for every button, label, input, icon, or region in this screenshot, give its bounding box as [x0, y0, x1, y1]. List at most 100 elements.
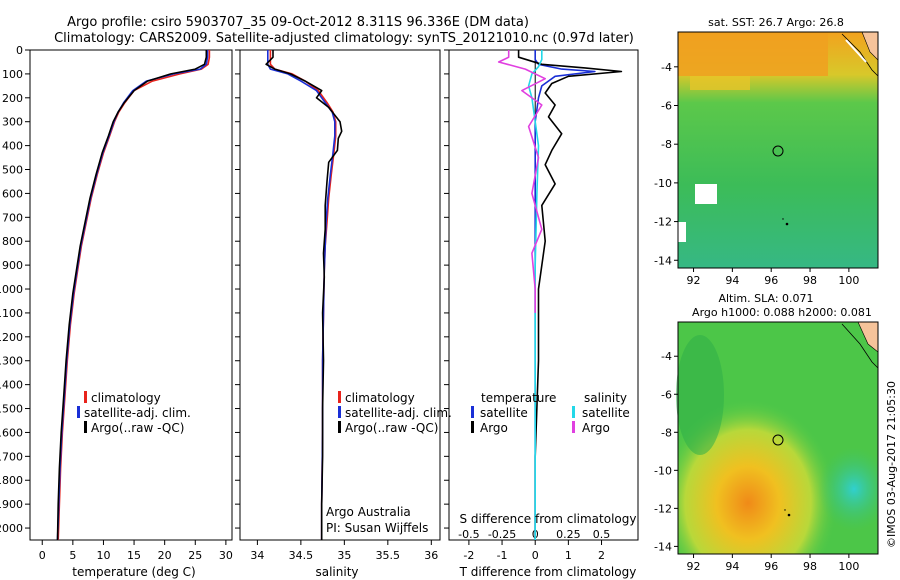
difference-legend: temperature salinity satellite Argo sate… [471, 391, 630, 435]
x-tick-label: 30 [219, 549, 233, 562]
x-tick-label: 25 [188, 549, 202, 562]
salinity-legend: climatology satellite-adj. clim. Argo(..… [326, 391, 452, 535]
depth-tick-label: 1900 [0, 498, 23, 511]
map-y-tick-label: -8 [661, 138, 672, 151]
x-tick-label: 34.5 [289, 549, 314, 562]
depth-tick-label: 1400 [0, 379, 23, 392]
sst-warm-patch [690, 76, 750, 90]
legend-label-sal-satellite: satellite [582, 406, 630, 420]
x-tick-label: 5 [69, 549, 76, 562]
depth-tick-label: 1200 [0, 331, 23, 344]
x-tick-label: 10 [96, 549, 110, 562]
sla-map-frame [677, 321, 879, 555]
legend-swatch-temp-satellite [471, 406, 474, 418]
temperature-panel-frame [29, 49, 233, 541]
figure-title-line2: Climatology: CARS2009. Satellite-adjuste… [54, 31, 634, 46]
map-x-tick-label: 94 [725, 560, 739, 573]
legend-label-satellite: satellite-adj. clim. [345, 406, 452, 420]
salinity-panel-frame [239, 49, 441, 541]
depth-tick-label: 1500 [0, 403, 23, 416]
depth-tick-label: 1600 [0, 426, 23, 439]
map-y-tick-label: -6 [661, 388, 672, 401]
x-tick-label: 34 [250, 549, 264, 562]
sla-dark-band [676, 335, 724, 455]
x-tick-label: 20 [158, 549, 172, 562]
legend-label-argo: Argo(..raw -QC) [345, 421, 438, 435]
s-diff-tick-label: -0.25 [488, 528, 516, 541]
difference-panel-frame [448, 49, 639, 541]
map-x-tick-label: 98 [803, 560, 817, 573]
depth-tick-label: 100 [2, 68, 23, 81]
depth-tick-label: 800 [2, 235, 23, 248]
legend-label-sal-argo: Argo [582, 421, 610, 435]
sla-map-title-line2: Argo h1000: 0.088 h2000: 0.081 [692, 306, 872, 319]
legend-header-temperature: temperature [481, 391, 556, 405]
map-x-tick-label: 94 [725, 274, 739, 287]
depth-axis: 0 100 200 300 400 500 600 700 800 900 1000 1100 1200… [0, 44, 449, 535]
series-line-salinity-argo [497, 50, 547, 313]
map-y-tick-label: -14 [654, 540, 672, 553]
x-tick-label: 35.5 [376, 549, 401, 562]
x-tick-label: 0 [532, 549, 539, 562]
legend-label-argo: Argo(..raw -QC) [91, 421, 184, 435]
depth-tick-label: 300 [2, 116, 23, 129]
salinity-x-axis: 34 34.5 35 35.5 36 [250, 540, 438, 562]
island-marker [785, 222, 789, 226]
map-x-tick-label: 96 [764, 560, 778, 573]
temperature-xlabel: temperature (deg C) [72, 565, 195, 579]
sla-map [676, 321, 879, 555]
map-x-tick-label: 100 [838, 274, 859, 287]
depth-tick-label: 700 [2, 211, 23, 224]
legend-swatch-argo [84, 421, 87, 433]
map-y-tick-label: -6 [661, 100, 672, 113]
temperature-x-axis: 0 5 10 15 20 25 30 [39, 540, 233, 562]
x-tick-label: 15 [127, 549, 141, 562]
depth-tick-label: 400 [2, 140, 23, 153]
sst-map [677, 31, 879, 269]
island-marker [784, 509, 786, 511]
sst-map-frame [677, 31, 879, 269]
legend-label-temp-argo: Argo [480, 421, 508, 435]
depth-tick-label: 1700 [0, 450, 23, 463]
sla-map-title-line1: Altim. SLA: 0.071 [718, 292, 813, 305]
legend-label-climatology: climatology [345, 391, 415, 405]
temperature-series [56, 50, 211, 541]
s-diff-tick-label: -0.5 [458, 528, 479, 541]
depth-tick-label: 200 [2, 92, 23, 105]
float-position-marker [772, 434, 784, 446]
map-y-tick-label: -4 [661, 61, 672, 74]
salinity-series [265, 50, 343, 540]
coastline [841, 323, 879, 369]
temperature-legend: climatology satellite-adj. clim. Argo(..… [77, 391, 191, 435]
sst-warm-patch [678, 32, 828, 76]
salinity-xlabel: salinity [315, 565, 358, 579]
x-tick-label: 36 [424, 549, 438, 562]
depth-tick-label: 600 [2, 187, 23, 200]
legend-label-temp-satellite: satellite [480, 406, 528, 420]
legend-swatch-climatology [338, 391, 341, 403]
map-y-tick-label: -10 [654, 464, 672, 477]
depth-tick-label: 1800 [0, 474, 23, 487]
sst-missing-data [695, 184, 717, 204]
legend-swatch-argo [338, 421, 341, 433]
series-line-argo-raw-qc [56, 50, 208, 541]
legend-swatch-temp-argo [471, 421, 474, 433]
x-tick-label: 35 [337, 549, 351, 562]
difference-series [497, 50, 623, 540]
sst-map-axes: 92 94 96 98 100 -4 -6 -8 -10 -12 -14 [654, 61, 859, 287]
map-y-tick-label: -8 [661, 426, 672, 439]
sla-map-axes: 92 94 96 98 100 -4 -6 -8 -10 -12 -14 [654, 350, 859, 573]
x-tick-label: 0 [39, 549, 46, 562]
legend-label-climatology: climatology [91, 391, 161, 405]
depth-tick-label: 1300 [0, 355, 23, 368]
depth-tick-label: 0 [16, 44, 23, 57]
depth-tick-label: 900 [2, 259, 23, 272]
island-marker [787, 513, 791, 517]
legend-swatch-sal-satellite [572, 406, 575, 418]
difference-xlabel-top: S difference from climatology [460, 512, 637, 526]
series-line-argo-raw-qc [265, 50, 343, 540]
figure-title-line1: Argo profile: csiro 5903707_35 09-Oct-20… [67, 15, 529, 30]
s-diff-tick-label: 0.5 [593, 528, 611, 541]
s-diff-tick-label: 0.25 [556, 528, 581, 541]
